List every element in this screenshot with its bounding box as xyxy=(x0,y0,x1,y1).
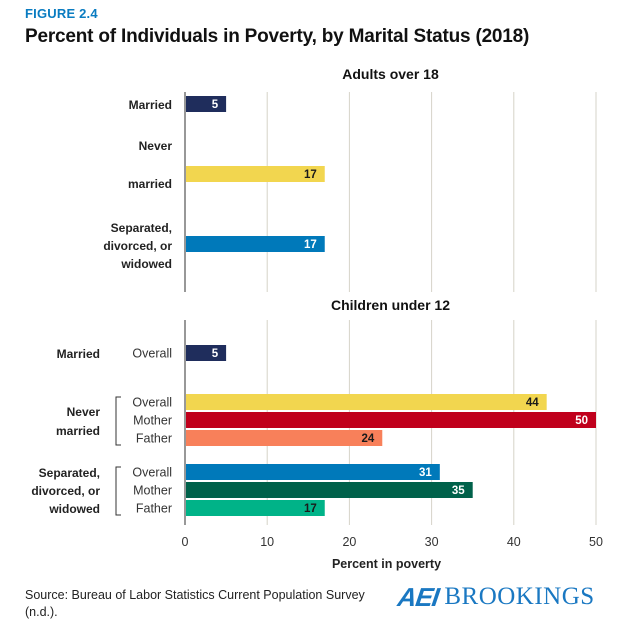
bar xyxy=(186,430,383,446)
x-tick-label: 0 xyxy=(182,535,189,549)
category-label: Married xyxy=(57,347,100,361)
group-bracket xyxy=(115,466,121,516)
category-label: widowed xyxy=(48,502,100,516)
chart-title: Percent of Individuals in Poverty, by Ma… xyxy=(25,26,530,47)
data-label: 5 xyxy=(212,99,219,111)
bar xyxy=(186,96,227,112)
chart: Adults over 18 Children under 12 Married 5 N… xyxy=(31,66,603,571)
sub-category-label: Father xyxy=(136,432,172,446)
sub-category-label: Father xyxy=(136,502,172,516)
category-label: Married xyxy=(129,98,172,112)
bar xyxy=(186,412,596,428)
panel-title: Children under 12 xyxy=(331,297,450,313)
category-label: widowed xyxy=(120,257,172,271)
x-tick-label: 40 xyxy=(507,535,521,549)
data-label: 35 xyxy=(452,485,465,497)
x-tick-label: 20 xyxy=(342,535,356,549)
bar xyxy=(186,500,325,516)
x-tick-label: 30 xyxy=(425,535,439,549)
sub-category-label: Overall xyxy=(132,466,172,480)
sub-category-label: Mother xyxy=(133,484,172,498)
data-label: 44 xyxy=(526,397,539,409)
figure-label: FIGURE 2.4 xyxy=(25,6,98,21)
sub-category-label: Overall xyxy=(132,347,172,361)
bar xyxy=(186,166,325,182)
sub-category-label: Overall xyxy=(132,396,172,410)
data-label: 17 xyxy=(304,503,317,515)
category-label: divorced, or xyxy=(31,484,100,498)
bar xyxy=(186,464,440,480)
category-label: Separated, xyxy=(111,221,172,235)
sub-category-label: Mother xyxy=(133,414,172,428)
category-label: divorced, or xyxy=(103,239,172,253)
panel-title: Adults over 18 xyxy=(342,66,439,82)
aei-logo: AEI xyxy=(395,581,441,612)
data-label: 24 xyxy=(361,433,374,445)
group-bracket xyxy=(115,396,121,446)
bar xyxy=(186,345,227,361)
x-tick-label: 50 xyxy=(589,535,603,549)
x-axis-title: Percent in poverty xyxy=(332,557,441,571)
category-label: Never xyxy=(139,139,173,153)
source-note: Source: Bureau of Labor Statistics Curre… xyxy=(25,588,365,619)
data-label: 31 xyxy=(419,467,432,479)
category-label: Never xyxy=(67,405,101,419)
category-label: Separated, xyxy=(39,466,100,480)
data-label: 17 xyxy=(304,239,317,251)
data-label: 17 xyxy=(304,169,317,181)
data-label: 50 xyxy=(575,415,588,427)
bar xyxy=(186,236,325,252)
brookings-logo: BROOKINGS xyxy=(444,583,595,610)
bar xyxy=(186,482,473,498)
x-tick-label: 10 xyxy=(260,535,274,549)
data-label: 5 xyxy=(212,348,219,360)
category-label: married xyxy=(128,177,172,191)
bar xyxy=(186,394,547,410)
category-label: married xyxy=(56,424,100,438)
publisher-logo: AEI BROOKINGS xyxy=(395,581,595,612)
